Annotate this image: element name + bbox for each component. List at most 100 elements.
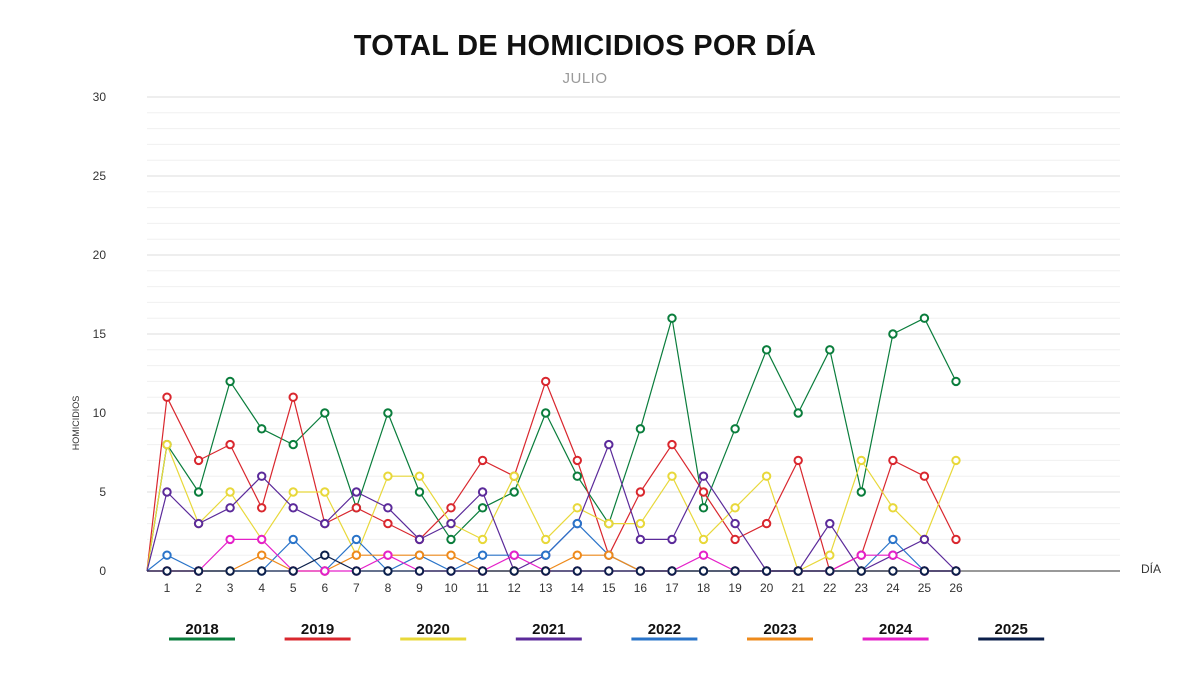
x-tick-label: 10 <box>444 581 458 595</box>
data-point-2025 <box>257 566 267 576</box>
data-point-2025 <box>793 566 803 576</box>
data-point-2020 <box>225 487 235 497</box>
data-point-2019 <box>383 518 393 529</box>
legend-label-2025: 2025 <box>995 621 1028 638</box>
x-tick-label: 26 <box>949 581 963 595</box>
data-point-2021 <box>320 518 330 529</box>
data-point-2022 <box>351 534 362 545</box>
data-point-2018 <box>225 376 235 387</box>
data-point-2019 <box>793 455 803 466</box>
data-point-2018 <box>257 424 267 434</box>
data-point-2018 <box>919 313 930 323</box>
data-point-2018 <box>825 345 835 355</box>
data-point-2021 <box>414 534 425 545</box>
y-tick-label: 0 <box>99 564 106 578</box>
data-point-2022 <box>162 550 172 560</box>
y-tick-label: 15 <box>93 327 107 341</box>
x-tick-label: 8 <box>385 581 392 595</box>
data-point-2018 <box>572 471 582 481</box>
data-point-2021 <box>477 487 488 497</box>
chart-title: TOTAL DE HOMICIDIOS POR DÍA <box>353 30 817 62</box>
data-point-2023 <box>572 550 582 560</box>
data-point-2019 <box>446 503 456 513</box>
data-point-2020 <box>604 518 614 529</box>
data-point-2019 <box>257 503 267 513</box>
data-point-2022 <box>572 518 582 529</box>
x-tick-label: 7 <box>353 581 360 595</box>
data-point-2025 <box>541 566 551 576</box>
data-point-2025 <box>320 550 330 560</box>
data-point-2025 <box>604 566 614 576</box>
y-tick-label: 10 <box>93 406 107 420</box>
x-axis-title: DÍA <box>1141 561 1161 576</box>
data-point-2018 <box>667 313 677 323</box>
data-point-2019 <box>541 376 551 387</box>
x-tick-label: 3 <box>227 581 234 595</box>
y-tick-label: 25 <box>93 169 107 183</box>
x-tick-label: 21 <box>792 581 806 595</box>
data-point-2023 <box>604 550 614 560</box>
data-point-2021 <box>257 471 267 481</box>
data-point-2025 <box>635 566 646 576</box>
data-point-2024 <box>257 534 267 545</box>
data-point-2018 <box>951 376 961 387</box>
data-point-2020 <box>162 439 172 450</box>
data-point-2020 <box>288 487 298 497</box>
data-point-2019 <box>193 455 204 466</box>
data-point-2024 <box>383 550 393 560</box>
data-point-2018 <box>414 487 425 497</box>
data-point-2025 <box>477 566 488 576</box>
legend-label-2022: 2022 <box>648 621 681 638</box>
data-point-2020 <box>856 455 866 466</box>
x-tick-label: 13 <box>539 581 553 595</box>
data-point-2025 <box>509 566 519 576</box>
data-point-2025 <box>383 566 393 576</box>
data-point-2024 <box>698 550 709 560</box>
data-point-2018 <box>383 408 393 418</box>
data-point-2025 <box>351 566 362 576</box>
legend-label-2018: 2018 <box>185 621 218 638</box>
x-tick-label: 9 <box>416 581 423 595</box>
data-point-2022 <box>541 550 551 560</box>
data-point-2025 <box>919 566 930 576</box>
data-point-2020 <box>698 534 709 545</box>
data-point-2018 <box>477 503 488 513</box>
data-point-2024 <box>509 550 519 560</box>
data-point-2018 <box>856 487 866 497</box>
data-point-2025 <box>888 566 898 576</box>
x-tick-label: 16 <box>634 581 648 595</box>
data-point-2018 <box>446 534 456 545</box>
data-point-2023 <box>351 550 362 560</box>
data-point-2020 <box>667 471 677 481</box>
data-point-2018 <box>761 345 772 355</box>
x-tick-label: 4 <box>258 581 265 595</box>
x-tick-label: 19 <box>728 581 742 595</box>
data-point-2020 <box>825 550 835 560</box>
data-point-2024 <box>225 534 235 545</box>
x-tick-label: 14 <box>571 581 585 595</box>
y-tick-label: 30 <box>93 90 107 104</box>
chart-subtitle: JULIO <box>562 70 608 87</box>
data-point-2025 <box>225 566 235 576</box>
data-point-2018 <box>635 424 646 434</box>
data-point-2025 <box>572 566 582 576</box>
data-point-2018 <box>288 439 298 450</box>
data-point-2019 <box>162 392 172 402</box>
data-point-2021 <box>698 471 709 481</box>
data-point-2019 <box>635 487 646 497</box>
data-point-2019 <box>888 455 898 466</box>
y-tick-label: 20 <box>93 248 107 262</box>
data-point-2019 <box>225 439 235 450</box>
data-point-2019 <box>351 503 362 513</box>
data-point-2021 <box>446 518 456 529</box>
data-point-2020 <box>951 455 961 466</box>
data-point-2018 <box>193 487 204 497</box>
data-point-2024 <box>320 566 330 576</box>
x-tick-label: 20 <box>760 581 774 595</box>
data-point-2021 <box>225 503 235 513</box>
data-point-2025 <box>825 566 835 576</box>
data-point-2021 <box>667 534 677 545</box>
data-point-2018 <box>541 408 551 418</box>
x-tick-label: 24 <box>886 581 900 595</box>
